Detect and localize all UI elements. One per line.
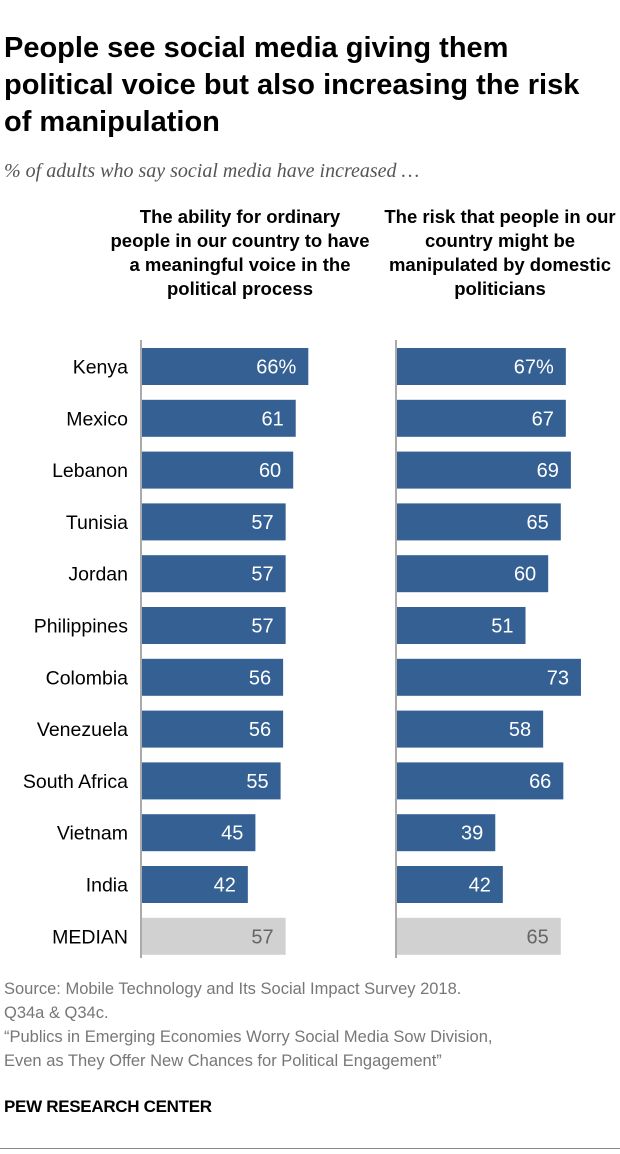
bar [142, 399, 296, 437]
column-header-voice: The ability for ordinary people in our c… [110, 206, 370, 299]
bar [142, 866, 248, 903]
median-bar [397, 917, 561, 955]
data-label: 57 [251, 926, 273, 948]
bar [142, 814, 256, 852]
category-label: Venezuela [37, 719, 128, 741]
bar-chart: Kenya 66% 67% Mexico 61 67 Lebanon 60 69 Tunisia 5… [23, 340, 581, 958]
data-label: 66 [529, 771, 551, 793]
category-label: Jordan [68, 564, 128, 586]
category-label: MEDIAN [52, 926, 128, 948]
data-label: 66% [256, 357, 296, 379]
bar [397, 710, 544, 748]
median-bar [142, 917, 286, 955]
data-label: 65 [527, 926, 549, 948]
source-line: “Publics in Emerging Economies Worry Soc… [4, 1028, 493, 1046]
data-label: 67 [532, 408, 554, 430]
bar [142, 658, 284, 696]
bar [397, 399, 566, 437]
data-label: 60 [259, 460, 281, 482]
category-label: Lebanon [52, 460, 128, 482]
category-label: South Africa [23, 771, 128, 793]
category-label: Colombia [46, 667, 129, 689]
bar [397, 555, 549, 593]
bar [397, 348, 566, 385]
source-line: Even as They Offer New Chances for Polit… [4, 1052, 442, 1070]
data-label: 55 [246, 771, 268, 793]
data-label: 42 [469, 875, 491, 897]
source-line: Source: Mobile Technology and Its Social… [4, 980, 462, 998]
data-label: 67% [514, 357, 554, 379]
category-label: Kenya [73, 357, 128, 379]
source-note: Source: Mobile Technology and Its Social… [4, 977, 614, 1073]
data-label: 65 [527, 512, 549, 534]
bar [142, 348, 309, 385]
bar [397, 503, 561, 541]
bottom-divider [0, 1148, 620, 1149]
bar [142, 710, 284, 748]
bar [397, 814, 496, 852]
bar [142, 451, 294, 489]
category-label: Mexico [66, 408, 128, 430]
data-label: 58 [509, 719, 531, 741]
data-label: 57 [251, 512, 273, 534]
bar [142, 555, 286, 593]
category-label: Tunisia [66, 512, 128, 534]
category-label: Vietnam [57, 823, 128, 845]
data-label: 57 [251, 564, 273, 586]
bar [142, 503, 286, 541]
column-header-manipulation: The risk that people in our country migh… [384, 206, 616, 299]
pew-logo: PEW RESEARCH CENTER [4, 1097, 212, 1116]
data-label: 39 [461, 823, 483, 845]
bar [397, 658, 581, 696]
chart-title: People see social media giving them poli… [4, 32, 580, 138]
data-label: 45 [221, 823, 243, 845]
category-label: India [86, 875, 128, 897]
bar [142, 762, 281, 800]
data-label: 60 [514, 564, 536, 586]
bar [397, 451, 571, 489]
data-label: 61 [261, 408, 283, 430]
category-label: Philippines [34, 616, 129, 638]
data-label: 56 [249, 719, 271, 741]
bar [142, 607, 286, 644]
source-line: Q34a & Q34c. [4, 1004, 109, 1022]
data-label: 51 [491, 616, 513, 638]
data-label: 42 [214, 875, 236, 897]
data-label: 69 [537, 460, 559, 482]
bar [397, 866, 503, 903]
data-label: 73 [547, 667, 569, 689]
data-label: 57 [251, 616, 273, 638]
bar [397, 607, 526, 644]
data-label: 56 [249, 667, 271, 689]
bar [397, 762, 564, 800]
chart-subtitle: % of adults who say social media have in… [4, 160, 420, 182]
